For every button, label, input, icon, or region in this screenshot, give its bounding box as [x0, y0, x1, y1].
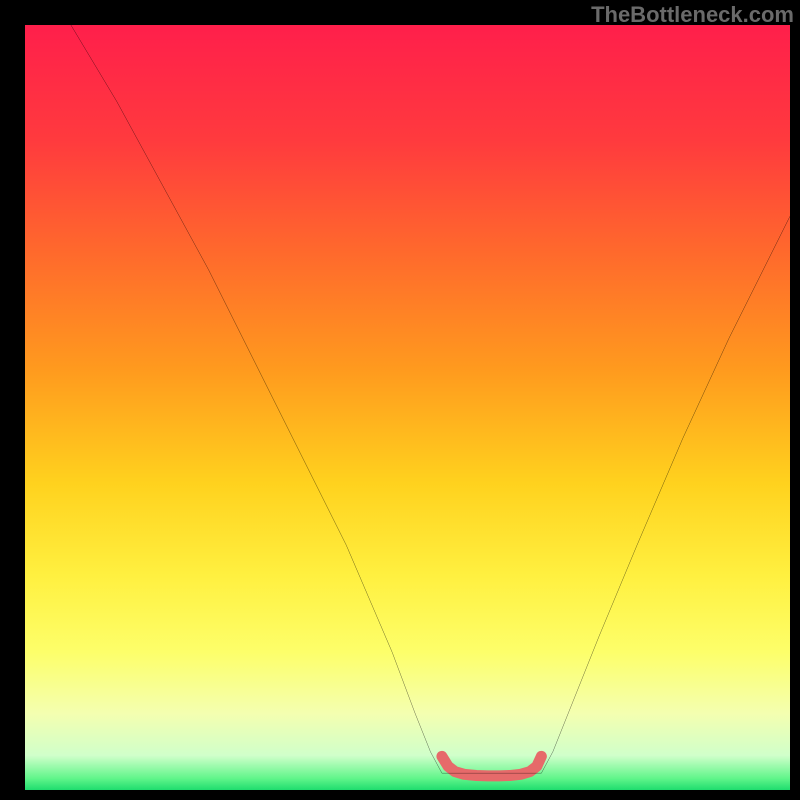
plot-area — [25, 25, 790, 790]
curve-overlay — [25, 25, 790, 790]
chart-frame: TheBottleneck.com — [0, 0, 800, 800]
bottleneck-curve — [71, 25, 790, 773]
bottom-accent-segment — [442, 756, 541, 776]
watermark-text: TheBottleneck.com — [591, 2, 794, 28]
